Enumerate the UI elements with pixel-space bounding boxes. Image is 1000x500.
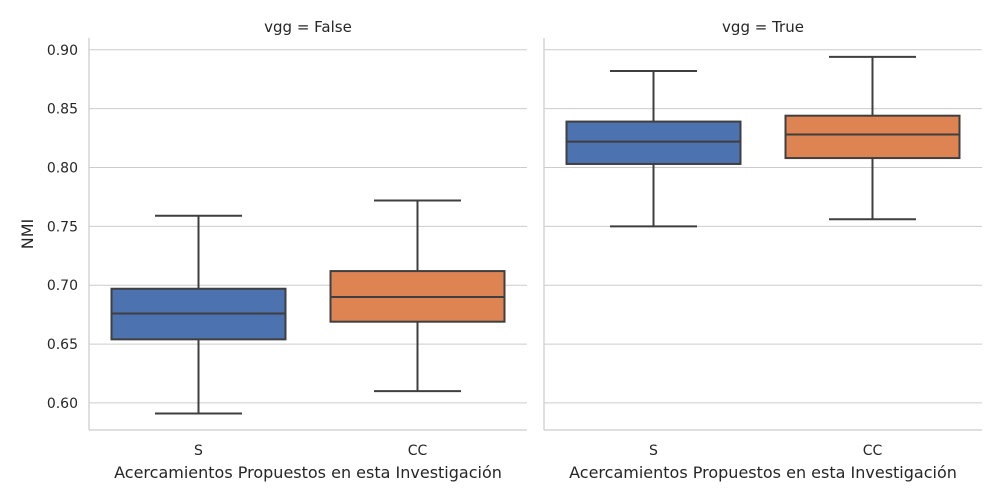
- panel-1-x-tick-label-cc: CC: [408, 443, 428, 459]
- panel-2-box-cc-iqr: [784, 114, 961, 160]
- panel-2-x-axis-title: Acercamientos Propuestos en esta Investi…: [569, 463, 957, 482]
- panel-2-x-tick-label-cc: CC: [863, 443, 883, 459]
- y-tick-label-0.85: 0.85: [47, 102, 78, 118]
- y-tick-label-0.90: 0.90: [47, 43, 78, 59]
- y-tick-label-0.60: 0.60: [47, 396, 78, 412]
- y-tick-label-0.80: 0.80: [47, 160, 78, 176]
- panel-2-box-s-iqr: [565, 120, 742, 165]
- y-tick-label-0.75: 0.75: [47, 219, 78, 235]
- y-tick-label-0.70: 0.70: [47, 278, 78, 294]
- y-tick-label-0.65: 0.65: [47, 337, 78, 353]
- panel-1-x-axis-title: Acercamientos Propuestos en esta Investi…: [114, 463, 502, 482]
- y-axis-title: NMI: [18, 219, 37, 250]
- panel-2-title: vgg = True: [722, 18, 804, 36]
- panel-1-title: vgg = False: [264, 18, 352, 36]
- panel-2-x-tick-label-s: S: [649, 443, 658, 459]
- panel-1-x-tick-label-s: S: [194, 443, 203, 459]
